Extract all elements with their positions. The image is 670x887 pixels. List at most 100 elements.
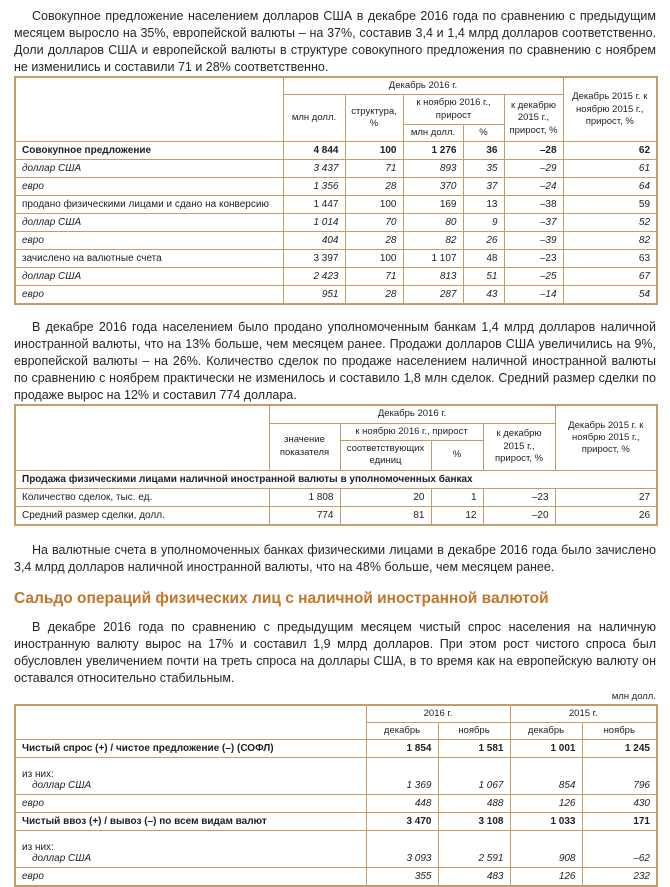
t2-header-pct: % bbox=[430, 440, 484, 471]
row-label: доллар США bbox=[14, 267, 284, 287]
cell: 370 bbox=[402, 177, 464, 197]
table-section-row: Продажа физическими лицами наличной инос… bbox=[14, 469, 658, 489]
cell: 2 591 bbox=[437, 830, 511, 869]
t2-corner-cell bbox=[14, 404, 270, 471]
cell: 35 bbox=[462, 159, 505, 179]
cell: –28 bbox=[503, 141, 564, 161]
t3-header-dec2: декабрь bbox=[509, 722, 583, 741]
table-row: доллар США 3 437 71 893 35 –29 61 bbox=[14, 159, 658, 179]
cell: 80 bbox=[402, 213, 464, 233]
cell: 1 245 bbox=[581, 739, 658, 759]
t2-header-to-dec2015: к декабрю 2015 г., прирост, % bbox=[482, 422, 556, 471]
cell: 3 470 bbox=[365, 812, 439, 832]
paragraph-net-demand: В декабре 2016 года по сравнению с преды… bbox=[14, 619, 656, 685]
t1-header-structure: структура, % bbox=[344, 94, 404, 143]
cell: –37 bbox=[503, 213, 564, 233]
cell: 26 bbox=[554, 505, 658, 526]
cell: 951 bbox=[282, 285, 346, 305]
t1-header-dec2015: Декабрь 2015 г. к ноябрю 2015 г., прирос… bbox=[562, 76, 658, 143]
cell: 1 276 bbox=[402, 141, 464, 161]
cell: 70 bbox=[344, 213, 404, 233]
cell: 28 bbox=[344, 231, 404, 251]
cell: 36 bbox=[462, 141, 505, 161]
cell: 404 bbox=[282, 231, 346, 251]
t1-header-mln: млн долл. bbox=[282, 94, 346, 143]
cell: –24 bbox=[503, 177, 564, 197]
cell: 12 bbox=[430, 505, 484, 526]
cell: 28 bbox=[344, 285, 404, 305]
table-row: евро 448 488 126 430 bbox=[14, 794, 658, 814]
table-row: продано физическими лицами и сдано на ко… bbox=[14, 195, 658, 215]
cell: 1 bbox=[430, 487, 484, 507]
cell: 1 107 bbox=[402, 249, 464, 269]
cell: 3 437 bbox=[282, 159, 346, 179]
table-row: из них: доллар США 3 093 2 591 908 –62 bbox=[14, 830, 658, 869]
cell: 48 bbox=[462, 249, 505, 269]
section-title: Продажа физическими лицами наличной инос… bbox=[14, 469, 658, 489]
cell: 71 bbox=[344, 159, 404, 179]
cell: 67 bbox=[562, 267, 658, 287]
cell: 100 bbox=[344, 195, 404, 215]
cell: 1 808 bbox=[268, 487, 341, 507]
row-label: из них: доллар США bbox=[14, 830, 367, 869]
sales-table: Декабрь 2016 г. Декабрь 2015 г. к ноябрю… bbox=[14, 404, 659, 526]
paragraph-total-supply: Совокупное предложение населением доллар… bbox=[14, 9, 656, 74]
row-label: Совокупное предложение bbox=[14, 141, 284, 161]
table-row: Средний размер сделки, долл. 774 81 12 –… bbox=[14, 505, 658, 526]
table-row: зачислено на валютные счета 3 397 100 1 … bbox=[14, 249, 658, 269]
table-row: из них: доллар США 1 369 1 067 854 796 bbox=[14, 757, 658, 796]
cell: 63 bbox=[562, 249, 658, 269]
row-label: продано физическими лицами и сдано на ко… bbox=[14, 195, 284, 215]
cell: –23 bbox=[482, 487, 556, 507]
cell: 796 bbox=[581, 757, 658, 796]
cell: 81 bbox=[339, 505, 432, 526]
row-label: зачислено на валютные счета bbox=[14, 249, 284, 269]
table-row: Количество сделок, тыс. ед. 1 808 20 1 –… bbox=[14, 487, 658, 507]
cell: 28 bbox=[344, 177, 404, 197]
row-label-currency: доллар США bbox=[32, 853, 92, 865]
cell: 2 423 bbox=[282, 267, 346, 287]
paragraph-sales: В декабре 2016 года населением было прод… bbox=[14, 320, 656, 403]
row-label-currency: доллар США bbox=[32, 780, 92, 792]
cell: 1 033 bbox=[509, 812, 583, 832]
row-label: Средний размер сделки, долл. bbox=[14, 505, 270, 526]
t2-header-dec2015: Декабрь 2015 г. к ноябрю 2015 г., прирос… bbox=[554, 404, 658, 471]
cell: 1 854 bbox=[365, 739, 439, 759]
row-label: евро bbox=[14, 177, 284, 197]
cell: 3 093 bbox=[365, 830, 439, 869]
cell: 51 bbox=[462, 267, 505, 287]
t3-header-nov1: ноябрь bbox=[437, 722, 511, 741]
cell: 1 001 bbox=[509, 739, 583, 759]
cell: –25 bbox=[503, 267, 564, 287]
cell: 20 bbox=[339, 487, 432, 507]
table-row: доллар США 2 423 71 813 51 –25 67 bbox=[14, 267, 658, 287]
cell: 774 bbox=[268, 505, 341, 526]
page-section-heading: Сальдо операций физических лиц с налично… bbox=[14, 589, 549, 607]
t3-header-2015: 2015 г. bbox=[509, 704, 658, 724]
t3-header-2016: 2016 г. bbox=[365, 704, 511, 724]
cell: 171 bbox=[581, 812, 658, 832]
cell: 37 bbox=[462, 177, 505, 197]
cell: 100 bbox=[344, 249, 404, 269]
row-label: евро bbox=[14, 231, 284, 251]
cell: 448 bbox=[365, 794, 439, 814]
cell: 1 447 bbox=[282, 195, 346, 215]
cell: 62 bbox=[562, 141, 658, 161]
t2-header-value: значение показателя bbox=[268, 422, 341, 471]
cell: 1 369 bbox=[365, 757, 439, 796]
t1-header-dec2016: Декабрь 2016 г. bbox=[282, 76, 564, 96]
table-row: евро 1 356 28 370 37 –24 64 bbox=[14, 177, 658, 197]
cell: 71 bbox=[344, 267, 404, 287]
cell: 82 bbox=[562, 231, 658, 251]
cell: 59 bbox=[562, 195, 658, 215]
cell: 64 bbox=[562, 177, 658, 197]
t1-header-mln2: млн долл. bbox=[402, 124, 464, 143]
supply-table: Декабрь 2016 г. Декабрь 2015 г. к ноябрю… bbox=[14, 76, 659, 306]
units-note: млн долл. bbox=[611, 690, 656, 702]
row-label-group: из них: bbox=[22, 769, 54, 781]
cell: 9 bbox=[462, 213, 505, 233]
cell: 1 356 bbox=[282, 177, 346, 197]
cell: 908 bbox=[509, 830, 583, 869]
t2-header-units: соответствующих единиц bbox=[339, 440, 432, 471]
row-label: евро bbox=[14, 794, 367, 814]
